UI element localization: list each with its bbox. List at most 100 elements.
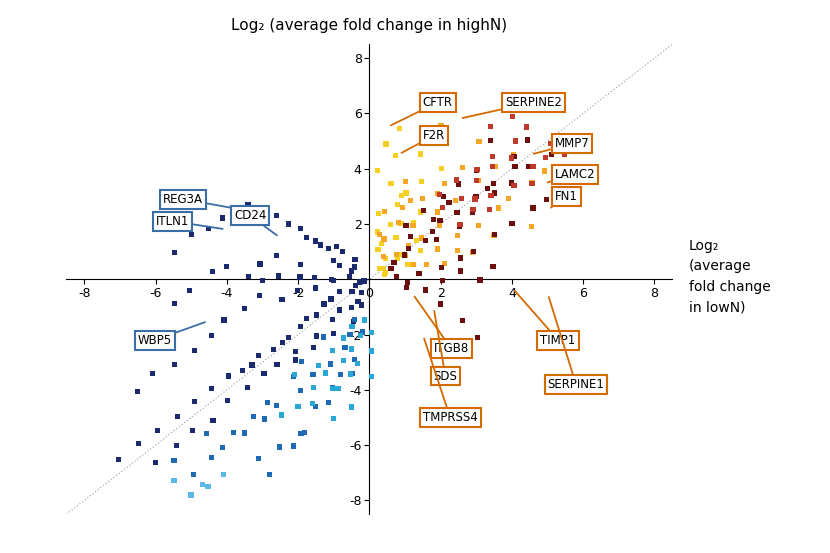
Point: [433, 216, 447, 225]
Point: [344, 303, 358, 312]
Point: [396, 204, 409, 212]
Point: [308, 273, 321, 282]
Point: [344, 403, 358, 411]
Text: TMPRSS4: TMPRSS4: [422, 338, 477, 424]
Point: [344, 267, 358, 275]
Point: [486, 162, 499, 171]
Point: [307, 343, 320, 352]
Point: [486, 262, 500, 271]
Point: [354, 301, 368, 310]
Point: [379, 139, 393, 148]
Point: [312, 361, 325, 370]
Point: [151, 426, 164, 435]
Point: [237, 429, 251, 437]
Point: [300, 314, 313, 323]
Point: [365, 372, 378, 381]
Point: [258, 206, 271, 215]
Point: [377, 235, 390, 244]
Point: [326, 346, 339, 355]
Point: [295, 429, 308, 437]
Point: [344, 330, 357, 339]
Text: ITLN1: ITLN1: [155, 215, 222, 229]
Point: [206, 267, 219, 276]
Point: [419, 236, 432, 244]
Point: [390, 272, 403, 280]
Point: [253, 259, 266, 268]
Point: [351, 298, 364, 306]
Point: [398, 177, 412, 186]
Point: [356, 327, 369, 336]
Point: [473, 275, 486, 284]
Point: [484, 122, 497, 131]
Point: [471, 221, 485, 230]
Point: [401, 260, 414, 269]
Point: [505, 179, 518, 187]
Point: [220, 262, 233, 270]
Point: [374, 264, 387, 273]
Point: [253, 291, 266, 300]
Point: [471, 165, 484, 174]
Point: [456, 163, 469, 172]
Point: [281, 220, 295, 228]
Point: [454, 267, 467, 275]
Point: [491, 204, 505, 212]
Point: [205, 331, 218, 340]
Point: [271, 272, 285, 280]
Point: [384, 179, 398, 188]
Text: REG3A: REG3A: [163, 192, 241, 210]
Point: [337, 356, 350, 365]
Point: [507, 181, 520, 190]
Point: [184, 491, 198, 499]
Point: [449, 196, 462, 205]
Point: [288, 371, 301, 379]
Point: [372, 209, 385, 218]
Point: [377, 264, 390, 273]
Point: [270, 401, 283, 410]
Point: [326, 384, 339, 393]
Point: [347, 317, 360, 326]
Point: [453, 220, 466, 228]
Point: [437, 259, 451, 268]
Point: [325, 295, 338, 304]
Point: [241, 383, 254, 392]
Point: [289, 347, 302, 356]
Point: [276, 338, 289, 347]
Point: [270, 251, 283, 260]
Point: [409, 236, 422, 245]
Point: [327, 276, 340, 285]
Point: [275, 411, 288, 420]
Point: [435, 164, 448, 173]
Point: [558, 150, 571, 159]
Point: [395, 251, 408, 259]
Point: [431, 244, 444, 253]
Point: [403, 232, 417, 241]
Point: [407, 260, 420, 269]
Point: [415, 177, 428, 186]
Point: [402, 241, 415, 250]
Point: [426, 227, 439, 236]
Point: [112, 456, 125, 465]
Point: [505, 219, 519, 228]
Point: [305, 399, 319, 408]
Text: ITGB8: ITGB8: [414, 296, 469, 355]
Title: Log₂ (average fold change in highN): Log₂ (average fold change in highN): [232, 18, 507, 33]
Point: [200, 429, 213, 438]
Point: [203, 225, 216, 233]
Point: [505, 112, 519, 121]
Point: [251, 454, 265, 463]
Point: [246, 361, 259, 369]
Point: [294, 224, 307, 233]
Point: [413, 207, 427, 216]
Point: [505, 154, 518, 163]
Point: [147, 333, 160, 342]
Point: [427, 215, 440, 223]
Point: [371, 246, 384, 254]
Point: [378, 254, 392, 263]
Point: [484, 136, 497, 145]
Point: [336, 247, 349, 256]
Point: [349, 281, 362, 290]
Point: [471, 165, 484, 174]
Point: [431, 189, 444, 198]
Point: [415, 233, 428, 242]
Point: [432, 138, 446, 147]
